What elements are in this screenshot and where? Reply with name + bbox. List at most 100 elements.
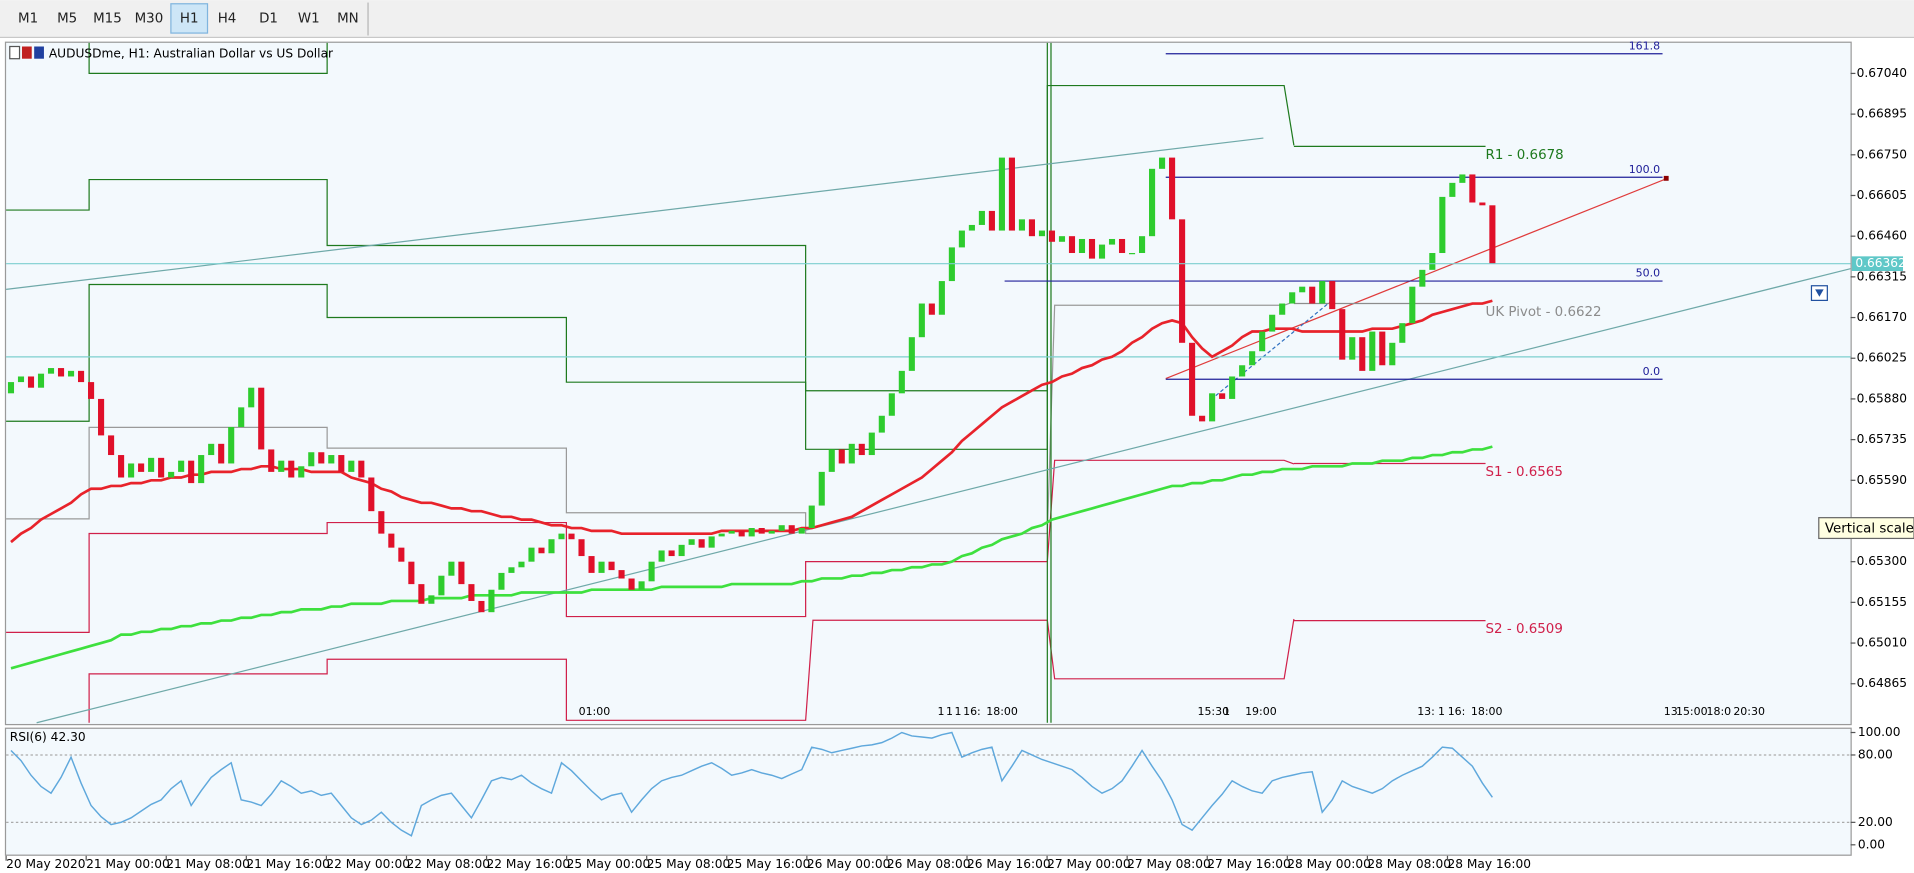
candle-body	[288, 460, 295, 478]
x-tick-label: 25 May 16:00	[727, 857, 811, 871]
candle-body	[1149, 168, 1156, 237]
button-label: M15	[93, 11, 122, 26]
candle-body	[468, 584, 475, 601]
candle-body	[588, 556, 595, 573]
candle-body	[88, 382, 95, 399]
time-marker: 16:	[1448, 705, 1466, 718]
x-tick-label: 22 May 00:00	[326, 857, 410, 871]
candle-body	[538, 547, 545, 554]
button-face	[329, 3, 367, 34]
candle-body	[738, 530, 745, 537]
button-face	[129, 3, 169, 34]
candle-body	[1359, 337, 1366, 371]
candle-body	[778, 525, 785, 531]
timeframe-button[interactable]: W1	[290, 3, 328, 34]
candle-body	[278, 460, 285, 472]
button-label: H4	[218, 11, 237, 26]
x-tick-label: 27 May 16:00	[1207, 857, 1291, 871]
x-tick-label: 22 May 08:00	[406, 857, 490, 871]
candle-body	[658, 550, 665, 562]
candle-body	[1339, 309, 1346, 360]
time-marker: 1	[955, 705, 962, 718]
candle-body	[968, 224, 975, 231]
rsi-line	[10, 731, 1493, 837]
candle-body	[848, 443, 855, 464]
tooltip: Vertical scale	[1818, 517, 1914, 540]
candle-body	[698, 539, 705, 548]
pivot-label: S2 - 0.6509	[1486, 622, 1563, 637]
rsi-panel	[4, 727, 1852, 856]
candle-body	[1058, 236, 1066, 242]
candle-body	[1179, 219, 1186, 343]
candle-body	[298, 466, 305, 478]
time-marker: 18:00	[1471, 705, 1503, 718]
time-marker: 13	[1664, 705, 1678, 718]
x-tick-label: 20 May 2020	[6, 857, 85, 871]
timeframe-button[interactable]: D1	[249, 3, 289, 34]
resistance-steps	[6, 84, 1295, 392]
candle-body	[338, 455, 345, 472]
time-marker: 1	[1438, 705, 1445, 718]
timeframe-button[interactable]: M15	[87, 3, 127, 34]
candle-body	[938, 281, 945, 315]
button-label: MN	[337, 11, 359, 26]
candle-body	[7, 382, 15, 394]
x-tick-label: 21 May 08:00	[166, 857, 250, 871]
timeframe-button[interactable]: MN	[329, 3, 367, 34]
timeframe-button[interactable]: M30	[129, 3, 169, 34]
candle-body	[1369, 331, 1376, 371]
fib-label: 161.8	[1629, 39, 1660, 52]
candle-body	[1128, 253, 1136, 255]
y-tick-label: 0.66170	[1857, 310, 1907, 324]
candle-body	[47, 368, 55, 374]
candle-body	[1309, 286, 1316, 304]
button-label: D1	[259, 11, 278, 26]
candle-body	[668, 550, 675, 557]
x-tick-label: 27 May 00:00	[1047, 857, 1131, 871]
candle-body	[1409, 286, 1416, 324]
candle-body	[918, 303, 925, 338]
timeframe-button[interactable]: M1	[9, 3, 47, 34]
candle-body	[1259, 331, 1266, 352]
candle-body	[168, 471, 175, 478]
candle-body	[398, 547, 405, 562]
rsi-tick-label: 100.00	[1858, 725, 1901, 739]
moving-average	[10, 445, 1493, 670]
candle-body	[1239, 365, 1246, 377]
drawings	[6, 42, 1851, 724]
candle-body	[138, 463, 145, 472]
candle-body	[578, 539, 585, 557]
candle-body	[608, 561, 615, 571]
candle-body	[558, 533, 565, 540]
candle-body	[1028, 219, 1036, 237]
candle-body	[1098, 244, 1106, 259]
x-tick-label: 26 May 00:00	[807, 857, 891, 871]
candle-body	[1189, 342, 1196, 416]
candle-body	[358, 460, 365, 478]
candle-body	[1379, 331, 1386, 366]
candle-body	[378, 511, 385, 534]
time-marker: 18:0	[1706, 705, 1731, 718]
x-tick-label: 28 May 00:00	[1287, 857, 1371, 871]
y-tick-label: 0.66460	[1857, 229, 1907, 243]
button-face	[87, 3, 127, 34]
candle-body	[1209, 393, 1216, 422]
timeframe-button[interactable]: H4	[209, 3, 245, 34]
candle-body	[37, 373, 45, 388]
candle-body	[688, 539, 695, 545]
time-marker: 18:00	[986, 705, 1018, 718]
timeframe-button[interactable]: M5	[48, 3, 86, 34]
y-tick-label: 0.65300	[1857, 554, 1907, 568]
candle-body	[808, 505, 815, 529]
time-marker: 15:30	[1197, 705, 1229, 718]
y-tick-label: 0.65010	[1857, 636, 1907, 650]
time-marker: 16:	[963, 705, 981, 718]
button-face	[209, 3, 245, 34]
candle-body	[838, 449, 845, 464]
timeframe-button[interactable]: H1	[170, 3, 209, 34]
icon	[9, 45, 21, 60]
y-tick-label: 0.65735	[1857, 432, 1907, 446]
price-panel	[4, 41, 1852, 726]
y-tick-label: 0.64865	[1857, 676, 1907, 690]
fib-label: 100.0	[1629, 163, 1660, 176]
